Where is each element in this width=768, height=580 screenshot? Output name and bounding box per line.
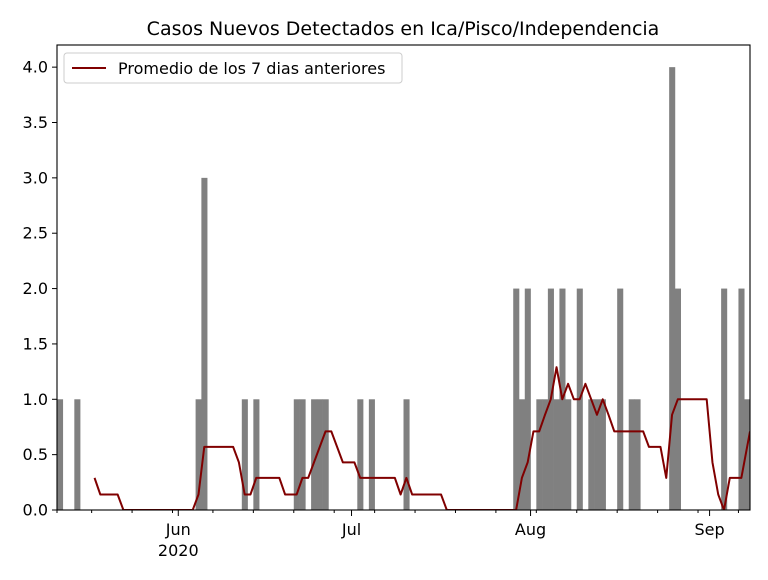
- bar: [634, 399, 641, 510]
- bar: [553, 399, 560, 510]
- y-tick-label: 0.5: [23, 445, 48, 464]
- bar: [74, 399, 81, 510]
- line-layer: [93, 366, 750, 510]
- bar: [299, 399, 306, 510]
- bar: [57, 399, 64, 510]
- y-tick-label: 3.0: [23, 168, 48, 187]
- plot-frame: [56, 44, 751, 511]
- y-tick-label: 2.5: [23, 224, 48, 243]
- bar: [311, 399, 318, 510]
- legend: Promedio de los 7 dias anteriores: [63, 52, 403, 84]
- bar: [253, 399, 260, 510]
- x-tick-label: Aug: [515, 520, 546, 539]
- y-tick-label: 3.5: [23, 113, 48, 132]
- y-tick-label: 1.0: [23, 390, 48, 409]
- y-tick-label: 2.0: [23, 279, 48, 298]
- bar: [195, 399, 202, 510]
- legend-box: [63, 52, 403, 84]
- bar: [513, 288, 520, 510]
- bar: [565, 399, 572, 510]
- bar: [316, 399, 323, 510]
- bar: [628, 399, 635, 510]
- bar: [201, 177, 208, 510]
- bar: [594, 399, 601, 510]
- x-tick-label: Jul: [341, 520, 361, 539]
- bar: [519, 399, 526, 510]
- y-tick-label: 4.0: [23, 58, 48, 77]
- bar: [322, 399, 329, 510]
- x-tick-label: Sep: [694, 520, 724, 539]
- bar: [368, 399, 375, 510]
- bar: [542, 399, 549, 510]
- bar: [536, 399, 543, 510]
- chart-title: Casos Nuevos Detectados en Ica/Pisco/Ind…: [147, 18, 660, 40]
- bar: [617, 288, 624, 510]
- x-tick-label: Jun: [165, 520, 191, 539]
- y-axis: 0.0 0.5 1.0 1.5 2.0 2.5 3.0 3.5 4.0: [23, 58, 57, 520]
- bar: [241, 399, 248, 510]
- bar: [403, 399, 410, 510]
- bar: [669, 67, 676, 511]
- bar: [721, 288, 728, 510]
- x-tick-sublabel: 2020: [158, 541, 199, 560]
- y-tick-label: 1.5: [23, 334, 48, 353]
- bar: [588, 399, 595, 510]
- y-tick-label: 0.0: [23, 501, 48, 520]
- bar: [357, 399, 364, 510]
- bar: [599, 399, 606, 510]
- bar: [744, 399, 751, 510]
- bar: [293, 399, 300, 510]
- bar: [524, 288, 531, 510]
- legend-label: Promedio de los 7 dias anteriores: [118, 59, 385, 78]
- series-line: [93, 366, 750, 510]
- bar: [738, 288, 745, 510]
- x-axis: Jun 2020 Jul Aug Sep: [56, 510, 739, 560]
